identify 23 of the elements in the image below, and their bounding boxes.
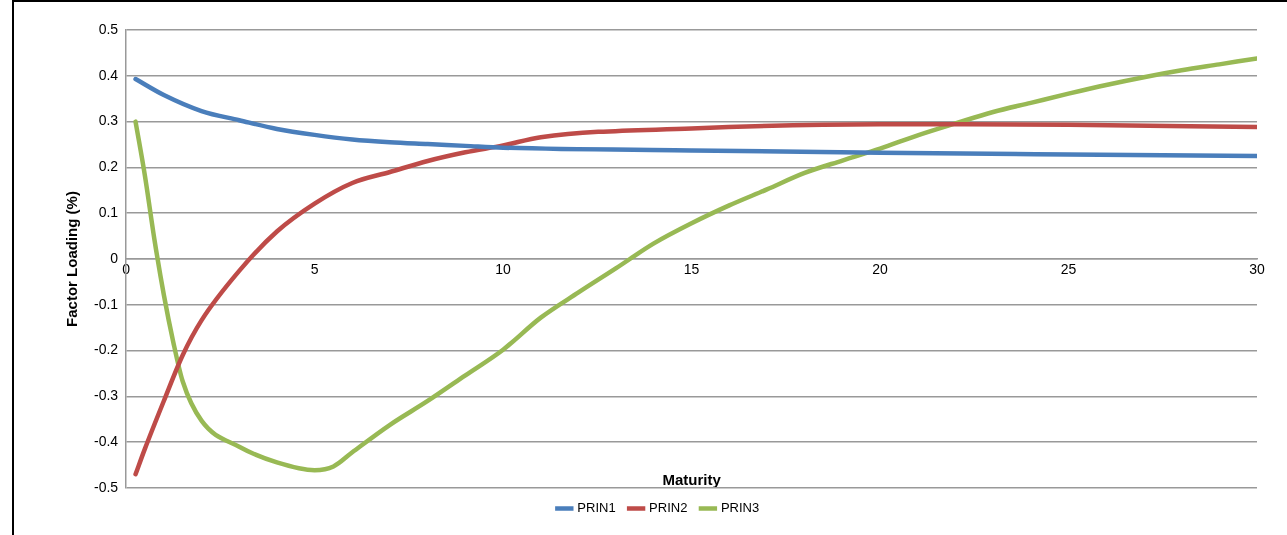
y-tick-label: 0.5 [98, 20, 119, 37]
y-tick-label: -0.3 [94, 387, 119, 404]
x-tick-label: 10 [495, 261, 512, 278]
y-tick-label: 0.4 [98, 66, 119, 83]
x-axis-title: Maturity [662, 470, 722, 488]
y-tick-label: 0 [110, 249, 119, 266]
y-tick-label: 0.3 [98, 112, 119, 129]
x-tick-label: 25 [1060, 261, 1077, 278]
y-axis-title: Factor Loading (%) [63, 191, 81, 327]
y-tick-label: 0.2 [98, 158, 119, 175]
y-tick-label: 0.1 [98, 204, 119, 221]
y-tick-label: -0.2 [94, 341, 119, 358]
line-series [133, 76, 1257, 159]
y-tick-label: -0.4 [94, 433, 119, 450]
x-tick-label: 15 [683, 261, 700, 278]
legend-label: PRIN1 [577, 500, 616, 516]
x-tick-label: 30 [1249, 261, 1265, 278]
y-tick-label: -0.5 [94, 478, 119, 495]
x-tick-label: 5 [310, 261, 319, 278]
x-tick-label: 20 [872, 261, 889, 278]
y-tick-label: -0.1 [94, 295, 119, 312]
legend-label: PRIN3 [720, 500, 760, 516]
legend-label: PRIN2 [649, 500, 688, 516]
